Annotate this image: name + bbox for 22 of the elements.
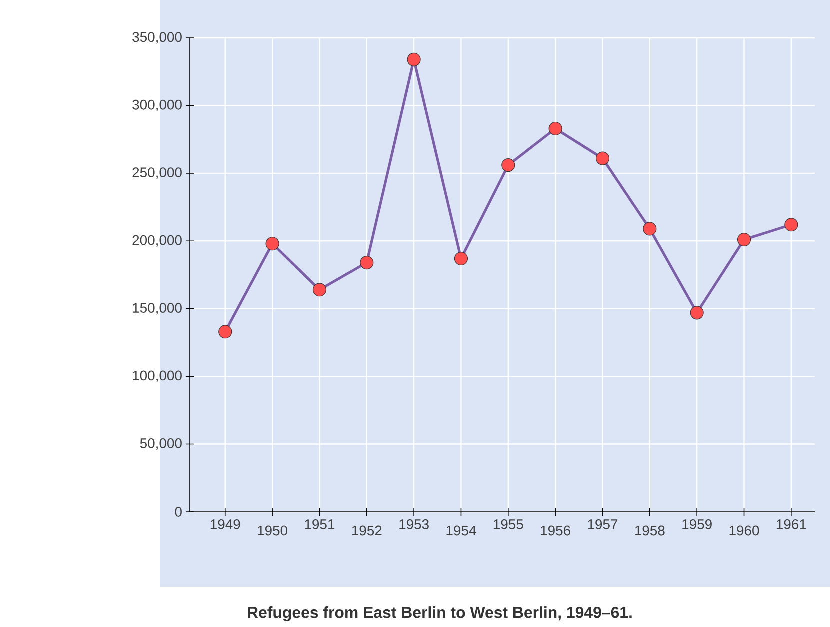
y-tick-label: 250,000 [132,168,182,180]
x-tick-label: 1961 [776,520,806,530]
x-tick-label: 1953 [400,520,429,530]
x-tick-label: 1957 [588,520,618,530]
y-tick-label: 100,000 [133,370,182,382]
y-tick-label: 200,000 [132,235,182,247]
x-tick-label: 1954 [446,526,476,536]
y-tick-label: 300,000 [132,100,182,112]
x-tick-label: 1952 [352,526,382,536]
y-tick-label: 0 [175,507,182,517]
x-tick-label: 1959 [682,520,712,530]
x-tick-label: 1960 [730,526,760,536]
x-tick-label: 1949 [210,520,240,530]
x-tick-label: 1955 [494,520,524,530]
text: Refugees from East Berlin to West Berlin, 1949–61. [248,606,632,622]
x-tick-label: 1950 [258,526,288,536]
x-tick-label: 1958 [635,526,665,536]
y-tick-label: 150,000 [133,303,182,315]
x-tick-label: 1956 [541,526,570,536]
y-tick-label: 50,000 [140,438,182,450]
x-tick-label: 1951 [305,520,335,530]
y-tick-label: 350,000 [132,32,182,44]
